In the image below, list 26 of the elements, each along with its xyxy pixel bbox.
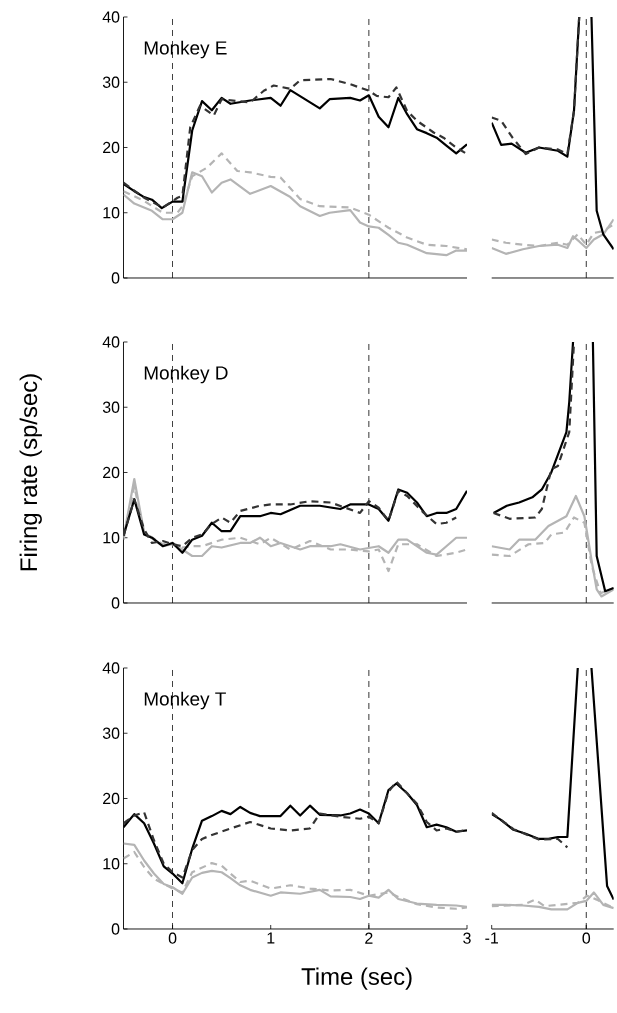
x-tick-label: 2 bbox=[365, 932, 373, 944]
y-tick-label: 0 bbox=[111, 923, 120, 935]
y-tick-label: 30 bbox=[102, 76, 120, 88]
y-tick-label: 40 bbox=[102, 662, 120, 674]
y-tick-label: 20 bbox=[103, 792, 120, 805]
x-tick-label: 0 bbox=[168, 932, 177, 944]
y-tick-label: 10 bbox=[103, 858, 120, 870]
y-axis-title: Firing rate (sp/sec) bbox=[19, 374, 42, 571]
y-tick-label: 40 bbox=[102, 336, 120, 348]
y-tick-label: 10 bbox=[103, 207, 120, 219]
x-tick-label: 1 bbox=[267, 932, 275, 944]
y-tick-label: 40 bbox=[102, 11, 120, 23]
annotation: Monkey E bbox=[144, 40, 227, 59]
annotation: Monkey T bbox=[144, 691, 226, 710]
y-tick-label: 0 bbox=[111, 272, 120, 284]
x-tick-label: 3 bbox=[463, 932, 471, 944]
y-tick-label: 20 bbox=[103, 141, 120, 154]
y-tick-label: 0 bbox=[111, 597, 120, 609]
y-tick-label: 20 bbox=[103, 466, 120, 479]
x-axis-title: Time (sec) bbox=[301, 967, 412, 990]
y-tick-label: 30 bbox=[102, 727, 120, 739]
y-tick-label: 10 bbox=[103, 532, 120, 544]
y-tick-label: 30 bbox=[102, 401, 120, 413]
x-tick-label: -1 bbox=[485, 932, 498, 944]
annotation: Monkey D bbox=[144, 365, 228, 384]
x-tick-label: 0 bbox=[582, 932, 591, 944]
